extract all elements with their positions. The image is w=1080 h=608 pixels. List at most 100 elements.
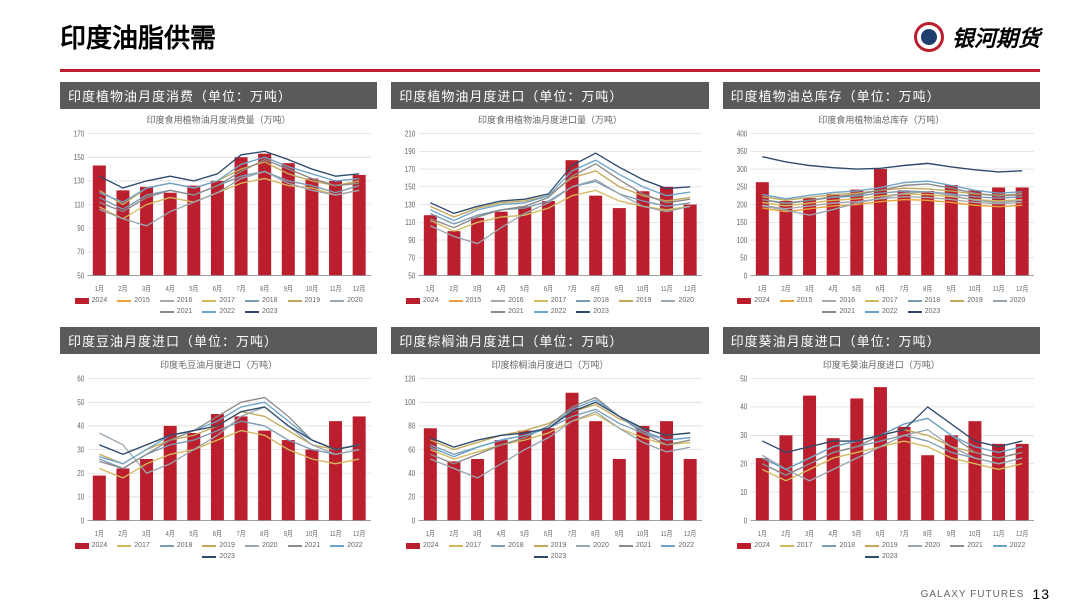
legend-item: 2017 [865, 297, 898, 304]
legend-item: 2022 [330, 542, 363, 549]
svg-text:3月: 3月 [142, 284, 151, 293]
svg-text:40: 40 [409, 468, 416, 478]
svg-text:20: 20 [409, 492, 416, 502]
chart-legend: 20242017201820192020202120222023 [391, 540, 708, 562]
legend-item: 2024 [75, 297, 108, 304]
svg-text:3月: 3月 [142, 529, 151, 538]
svg-text:11月: 11月 [661, 284, 673, 293]
legend-item: 2023 [576, 308, 609, 315]
chart-legend: 2024201520162017201820192020202120222023 [60, 295, 377, 317]
svg-text:11月: 11月 [992, 284, 1004, 293]
svg-text:3月: 3月 [805, 529, 814, 538]
svg-text:6月: 6月 [876, 284, 885, 293]
legend-item: 2018 [908, 297, 941, 304]
legend-item: 2017 [449, 542, 482, 549]
svg-text:7月: 7月 [237, 284, 246, 293]
svg-text:2月: 2月 [118, 284, 127, 293]
legend-item: 2023 [245, 308, 278, 315]
svg-text:12月: 12月 [1016, 529, 1028, 538]
legend-item: 2021 [491, 308, 524, 315]
legend-item: 2024 [737, 297, 770, 304]
svg-text:150: 150 [736, 217, 747, 227]
legend-item: 2022 [534, 308, 567, 315]
legend-item: 2017 [202, 297, 235, 304]
svg-text:7月: 7月 [899, 529, 908, 538]
chart-canvas: 010203040501月2月3月4月5月6月7月8月9月10月11月12月 [723, 373, 1040, 540]
svg-text:210: 210 [405, 128, 416, 138]
legend-item: 2015 [780, 297, 813, 304]
svg-text:6月: 6月 [544, 284, 553, 293]
chart-canvas: 0204060801001201月2月3月4月5月6月7月8月9月10月11月1… [391, 373, 708, 540]
svg-text:3月: 3月 [473, 284, 482, 293]
svg-text:190: 190 [405, 146, 416, 156]
svg-text:6月: 6月 [876, 529, 885, 538]
svg-text:7月: 7月 [568, 529, 577, 538]
header-rule [60, 69, 1040, 72]
svg-text:2月: 2月 [781, 529, 790, 538]
svg-text:10月: 10月 [306, 529, 318, 538]
svg-text:300: 300 [736, 164, 747, 174]
svg-text:5月: 5月 [189, 284, 198, 293]
panel-subtitle: 印度棕榈油月度进口（万吨） [391, 354, 708, 373]
svg-text:12月: 12月 [353, 284, 365, 293]
page-title: 印度油脂供需 [60, 18, 216, 55]
legend-item: 2020 [908, 542, 941, 549]
svg-text:50: 50 [740, 373, 747, 383]
svg-text:7月: 7月 [568, 284, 577, 293]
footer-label: GALAXY FUTURES [921, 589, 1025, 600]
svg-text:90: 90 [409, 235, 416, 245]
panel-subtitle: 印度食用植物油总库存（万吨） [723, 109, 1040, 128]
svg-text:5月: 5月 [852, 529, 861, 538]
svg-text:120: 120 [405, 373, 416, 383]
legend-item: 2018 [245, 297, 278, 304]
svg-text:50: 50 [77, 397, 84, 407]
svg-text:8月: 8月 [591, 529, 600, 538]
svg-text:10: 10 [77, 492, 84, 502]
svg-text:8月: 8月 [260, 284, 269, 293]
svg-text:5月: 5月 [189, 529, 198, 538]
svg-text:12月: 12月 [684, 284, 696, 293]
legend-item: 2022 [865, 308, 898, 315]
legend-item: 2019 [202, 542, 235, 549]
chart-legend: 20242017201820192020202120222023 [723, 540, 1040, 562]
legend-item: 2019 [865, 542, 898, 549]
chart-panel: 印度植物油月度消费（单位：万吨）印度食用植物油月度消费量（万吨）50709011… [60, 82, 377, 317]
svg-text:350: 350 [736, 146, 747, 156]
svg-text:2月: 2月 [450, 529, 459, 538]
legend-item: 2024 [75, 542, 108, 549]
chart-panel: 印度棕榈油月度进口（单位：万吨）印度棕榈油月度进口（万吨）02040608010… [391, 327, 708, 562]
svg-text:60: 60 [409, 444, 416, 454]
svg-text:9月: 9月 [946, 284, 955, 293]
legend-item: 2023 [908, 308, 941, 315]
svg-text:11月: 11月 [992, 529, 1004, 538]
legend-item: 2018 [160, 542, 193, 549]
panel-banner: 印度植物油总库存（单位：万吨） [723, 82, 1040, 109]
svg-text:30: 30 [77, 444, 84, 454]
chart-legend: 20242017201820192020202120222023 [60, 540, 377, 562]
svg-text:10月: 10月 [637, 284, 649, 293]
panel-banner: 印度葵油月度进口（单位：万吨） [723, 327, 1040, 354]
svg-text:1月: 1月 [757, 529, 766, 538]
panel-subtitle: 印度食用植物油月度消费量（万吨） [60, 109, 377, 128]
chart-grid: 印度植物油月度消费（单位：万吨）印度食用植物油月度消费量（万吨）50709011… [0, 82, 1080, 562]
svg-text:400: 400 [736, 128, 747, 138]
legend-item: 2019 [534, 542, 567, 549]
svg-text:0: 0 [412, 515, 416, 525]
brand-logo-icon [908, 16, 949, 57]
legend-item: 2022 [202, 308, 235, 315]
svg-text:110: 110 [406, 217, 416, 227]
svg-text:40: 40 [740, 402, 747, 412]
legend-item: 2023 [534, 553, 567, 560]
svg-text:5月: 5月 [521, 529, 530, 538]
svg-text:6月: 6月 [213, 284, 222, 293]
svg-text:4月: 4月 [828, 529, 837, 538]
svg-text:3月: 3月 [805, 284, 814, 293]
svg-text:1月: 1月 [426, 284, 435, 293]
svg-text:8月: 8月 [260, 529, 269, 538]
svg-text:30: 30 [740, 430, 747, 440]
svg-text:9月: 9月 [284, 284, 293, 293]
svg-text:5月: 5月 [852, 284, 861, 293]
legend-item: 2020 [576, 542, 609, 549]
svg-text:130: 130 [405, 199, 416, 209]
svg-text:11月: 11月 [330, 529, 342, 538]
